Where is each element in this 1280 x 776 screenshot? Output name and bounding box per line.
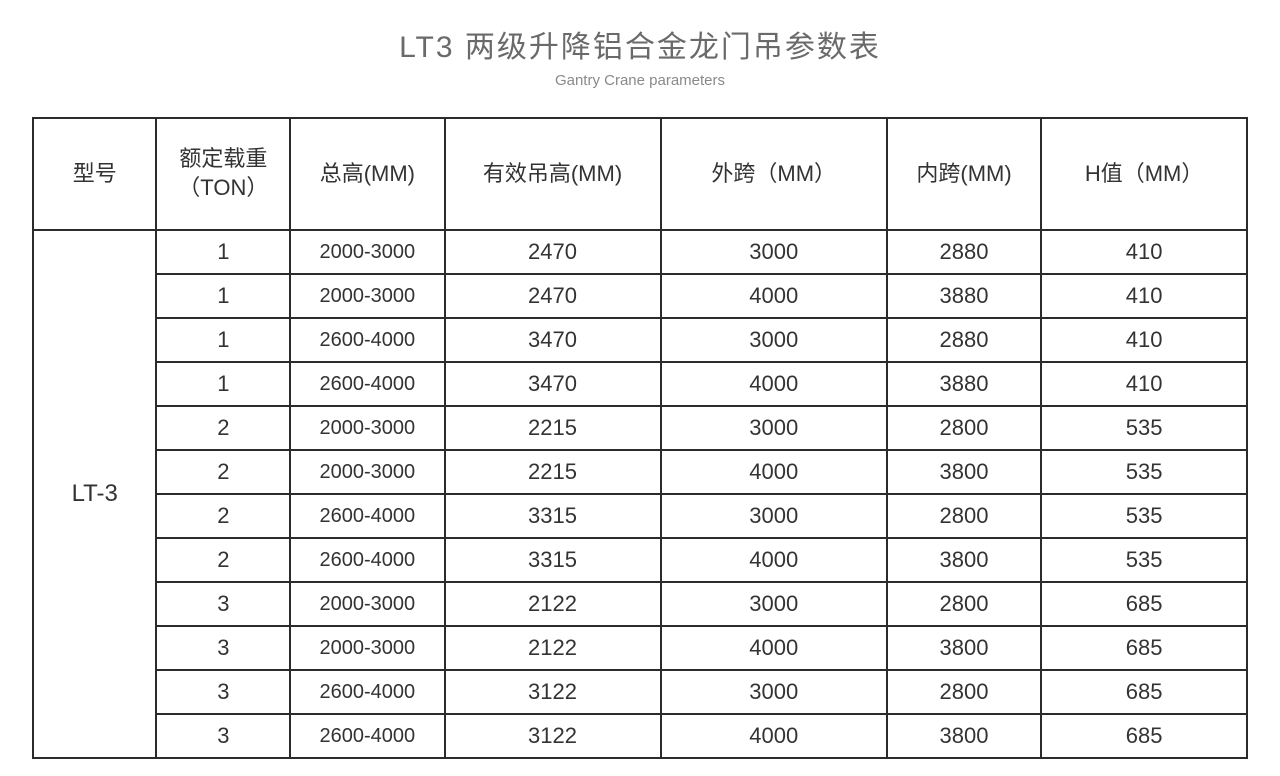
cell-h-value: 410 bbox=[1041, 362, 1247, 406]
cell-total-height: 2000-3000 bbox=[290, 406, 444, 450]
cell-h-value: 410 bbox=[1041, 230, 1247, 274]
cell-inner-span: 3800 bbox=[887, 626, 1041, 670]
cell-outer-span: 3000 bbox=[661, 582, 887, 626]
table-row: 12600-4000347030002880410 bbox=[33, 318, 1247, 362]
cell-outer-span: 3000 bbox=[661, 318, 887, 362]
cell-h-value: 410 bbox=[1041, 274, 1247, 318]
cell-total-height: 2000-3000 bbox=[290, 626, 444, 670]
cell-inner-span: 3880 bbox=[887, 362, 1041, 406]
cell-rated-load: 2 bbox=[156, 538, 290, 582]
cell-inner-span: 3800 bbox=[887, 714, 1041, 758]
table-row: 12000-3000247040003880410 bbox=[33, 274, 1247, 318]
cell-inner-span: 2800 bbox=[887, 494, 1041, 538]
cell-outer-span: 3000 bbox=[661, 406, 887, 450]
cell-h-value: 685 bbox=[1041, 670, 1247, 714]
page-subtitle: Gantry Crane parameters bbox=[32, 72, 1248, 89]
table-row: 22600-4000331530002800535 bbox=[33, 494, 1247, 538]
cell-inner-span: 2800 bbox=[887, 406, 1041, 450]
cell-effective-height: 2215 bbox=[445, 450, 661, 494]
cell-rated-load: 3 bbox=[156, 582, 290, 626]
cell-outer-span: 4000 bbox=[661, 450, 887, 494]
cell-total-height: 2600-4000 bbox=[290, 670, 444, 714]
cell-h-value: 535 bbox=[1041, 450, 1247, 494]
table-row: 22600-4000331540003800535 bbox=[33, 538, 1247, 582]
table-row: 32600-4000312240003800685 bbox=[33, 714, 1247, 758]
cell-effective-height: 2215 bbox=[445, 406, 661, 450]
cell-outer-span: 4000 bbox=[661, 538, 887, 582]
cell-rated-load: 1 bbox=[156, 362, 290, 406]
cell-inner-span: 2880 bbox=[887, 230, 1041, 274]
col-effective-height: 有效吊高(MM) bbox=[445, 118, 661, 230]
table-header-row: 型号 额定载重（TON） 总高(MM) 有效吊高(MM) 外跨（MM） 内跨(M… bbox=[33, 118, 1247, 230]
cell-outer-span: 4000 bbox=[661, 362, 887, 406]
cell-inner-span: 3800 bbox=[887, 538, 1041, 582]
cell-model: LT-3 bbox=[33, 230, 156, 758]
cell-rated-load: 1 bbox=[156, 230, 290, 274]
cell-effective-height: 3122 bbox=[445, 670, 661, 714]
col-model: 型号 bbox=[33, 118, 156, 230]
cell-rated-load: 2 bbox=[156, 494, 290, 538]
parameters-table: 型号 额定载重（TON） 总高(MM) 有效吊高(MM) 外跨（MM） 内跨(M… bbox=[32, 117, 1248, 759]
cell-rated-load: 1 bbox=[156, 274, 290, 318]
cell-inner-span: 2800 bbox=[887, 670, 1041, 714]
cell-total-height: 2000-3000 bbox=[290, 230, 444, 274]
cell-h-value: 410 bbox=[1041, 318, 1247, 362]
table-row: 12600-4000347040003880410 bbox=[33, 362, 1247, 406]
cell-effective-height: 3122 bbox=[445, 714, 661, 758]
cell-h-value: 535 bbox=[1041, 494, 1247, 538]
cell-total-height: 2000-3000 bbox=[290, 450, 444, 494]
cell-rated-load: 2 bbox=[156, 450, 290, 494]
table-row: LT-312000-3000247030002880410 bbox=[33, 230, 1247, 274]
page: LT3 两级升降铝合金龙门吊参数表 Gantry Crane parameter… bbox=[0, 0, 1280, 759]
table-row: 32000-3000212230002800685 bbox=[33, 582, 1247, 626]
cell-effective-height: 3470 bbox=[445, 318, 661, 362]
cell-inner-span: 3800 bbox=[887, 450, 1041, 494]
table-body: LT-312000-300024703000288041012000-30002… bbox=[33, 230, 1247, 758]
cell-effective-height: 2122 bbox=[445, 582, 661, 626]
table-header: 型号 额定载重（TON） 总高(MM) 有效吊高(MM) 外跨（MM） 内跨(M… bbox=[33, 118, 1247, 230]
col-total-height: 总高(MM) bbox=[290, 118, 444, 230]
cell-total-height: 2600-4000 bbox=[290, 318, 444, 362]
cell-outer-span: 4000 bbox=[661, 714, 887, 758]
cell-rated-load: 1 bbox=[156, 318, 290, 362]
col-h-value: H值（MM） bbox=[1041, 118, 1247, 230]
page-title: LT3 两级升降铝合金龙门吊参数表 bbox=[32, 22, 1248, 66]
cell-rated-load: 2 bbox=[156, 406, 290, 450]
col-rated-load: 额定载重（TON） bbox=[156, 118, 290, 230]
cell-total-height: 2600-4000 bbox=[290, 494, 444, 538]
cell-h-value: 535 bbox=[1041, 538, 1247, 582]
cell-total-height: 2600-4000 bbox=[290, 714, 444, 758]
cell-rated-load: 3 bbox=[156, 670, 290, 714]
cell-inner-span: 2880 bbox=[887, 318, 1041, 362]
cell-effective-height: 2470 bbox=[445, 274, 661, 318]
cell-outer-span: 3000 bbox=[661, 494, 887, 538]
cell-outer-span: 4000 bbox=[661, 626, 887, 670]
cell-effective-height: 3315 bbox=[445, 494, 661, 538]
cell-rated-load: 3 bbox=[156, 626, 290, 670]
cell-total-height: 2000-3000 bbox=[290, 582, 444, 626]
cell-rated-load: 3 bbox=[156, 714, 290, 758]
col-inner-span: 内跨(MM) bbox=[887, 118, 1041, 230]
table-row: 22000-3000221540003800535 bbox=[33, 450, 1247, 494]
cell-effective-height: 2470 bbox=[445, 230, 661, 274]
cell-inner-span: 2800 bbox=[887, 582, 1041, 626]
cell-outer-span: 4000 bbox=[661, 274, 887, 318]
cell-effective-height: 2122 bbox=[445, 626, 661, 670]
table-row: 32600-4000312230002800685 bbox=[33, 670, 1247, 714]
cell-h-value: 535 bbox=[1041, 406, 1247, 450]
cell-outer-span: 3000 bbox=[661, 230, 887, 274]
cell-total-height: 2000-3000 bbox=[290, 274, 444, 318]
cell-total-height: 2600-4000 bbox=[290, 538, 444, 582]
cell-h-value: 685 bbox=[1041, 714, 1247, 758]
cell-inner-span: 3880 bbox=[887, 274, 1041, 318]
table-row: 32000-3000212240003800685 bbox=[33, 626, 1247, 670]
cell-effective-height: 3315 bbox=[445, 538, 661, 582]
col-outer-span: 外跨（MM） bbox=[661, 118, 887, 230]
cell-h-value: 685 bbox=[1041, 582, 1247, 626]
table-row: 22000-3000221530002800535 bbox=[33, 406, 1247, 450]
cell-effective-height: 3470 bbox=[445, 362, 661, 406]
cell-outer-span: 3000 bbox=[661, 670, 887, 714]
cell-h-value: 685 bbox=[1041, 626, 1247, 670]
cell-total-height: 2600-4000 bbox=[290, 362, 444, 406]
